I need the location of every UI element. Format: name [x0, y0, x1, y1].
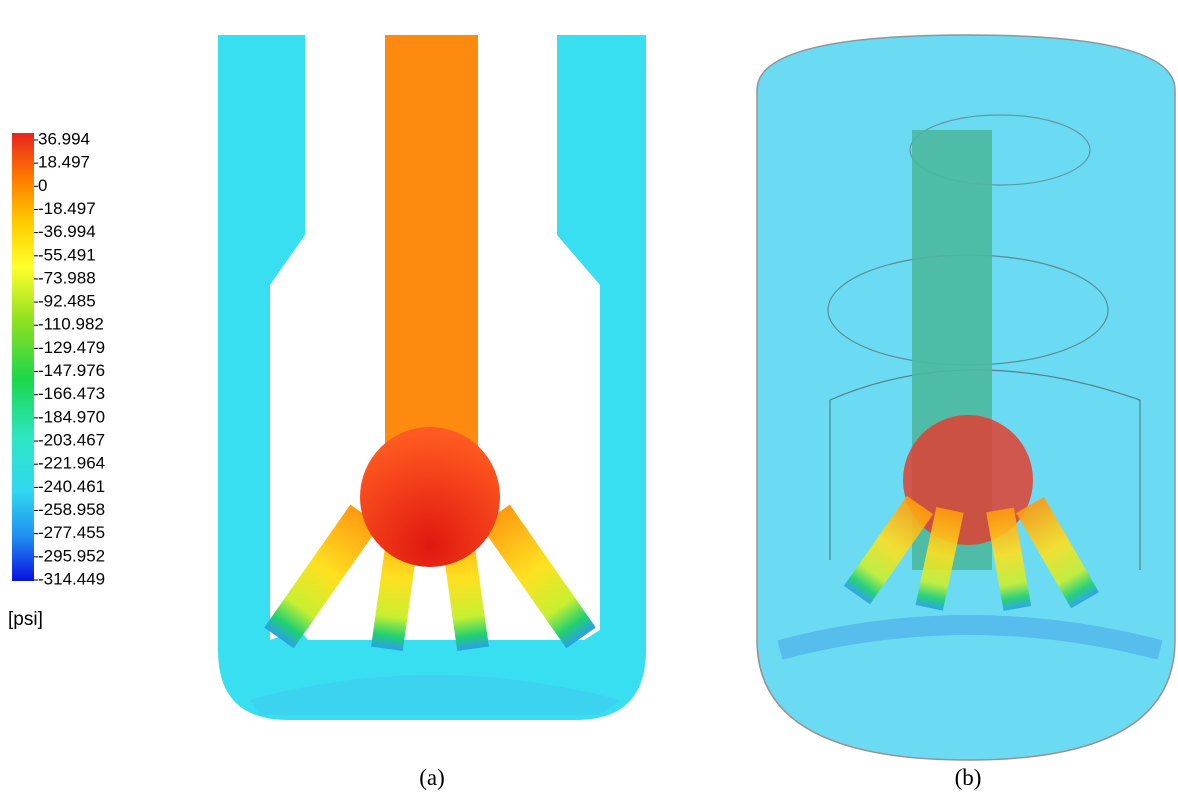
tick-label: -55.491 — [38, 245, 96, 264]
color-bar-ticks: 36.994 18.497 0 -18.497 -36.994 -55.491 -73.98… — [34, 129, 105, 588]
tick-label: -92.485 — [38, 292, 96, 311]
tick-label: -258.958 — [38, 500, 105, 519]
tick-label: 0 — [38, 176, 47, 195]
tick-label: -166.473 — [38, 384, 105, 403]
tick-label: -277.455 — [38, 523, 105, 542]
tick-label: -314.449 — [38, 569, 105, 588]
tick-label: -36.994 — [38, 222, 96, 241]
unit-label: [psi] — [8, 609, 43, 630]
tick-label: -110.982 — [38, 315, 104, 334]
tick-label: 36.994 — [38, 129, 90, 148]
tick-label: -240.461 — [38, 477, 105, 496]
tick-label: -184.970 — [38, 407, 105, 426]
panel-a-image — [218, 35, 646, 720]
caption: (b) — [955, 765, 982, 790]
tick-label: -147.976 — [38, 361, 105, 380]
tick-label: 18.497 — [38, 153, 90, 172]
panel-b-image — [756, 34, 1176, 761]
caption: (a) — [419, 765, 445, 790]
tick-label: -221.964 — [38, 454, 105, 473]
tick-label: -73.988 — [38, 268, 96, 287]
tick-label: -18.497 — [38, 199, 96, 218]
tick-label: -295.952 — [38, 546, 105, 565]
tick-label: -129.479 — [38, 338, 105, 357]
tick-label: -203.467 — [38, 431, 105, 450]
color-bar — [12, 133, 34, 581]
